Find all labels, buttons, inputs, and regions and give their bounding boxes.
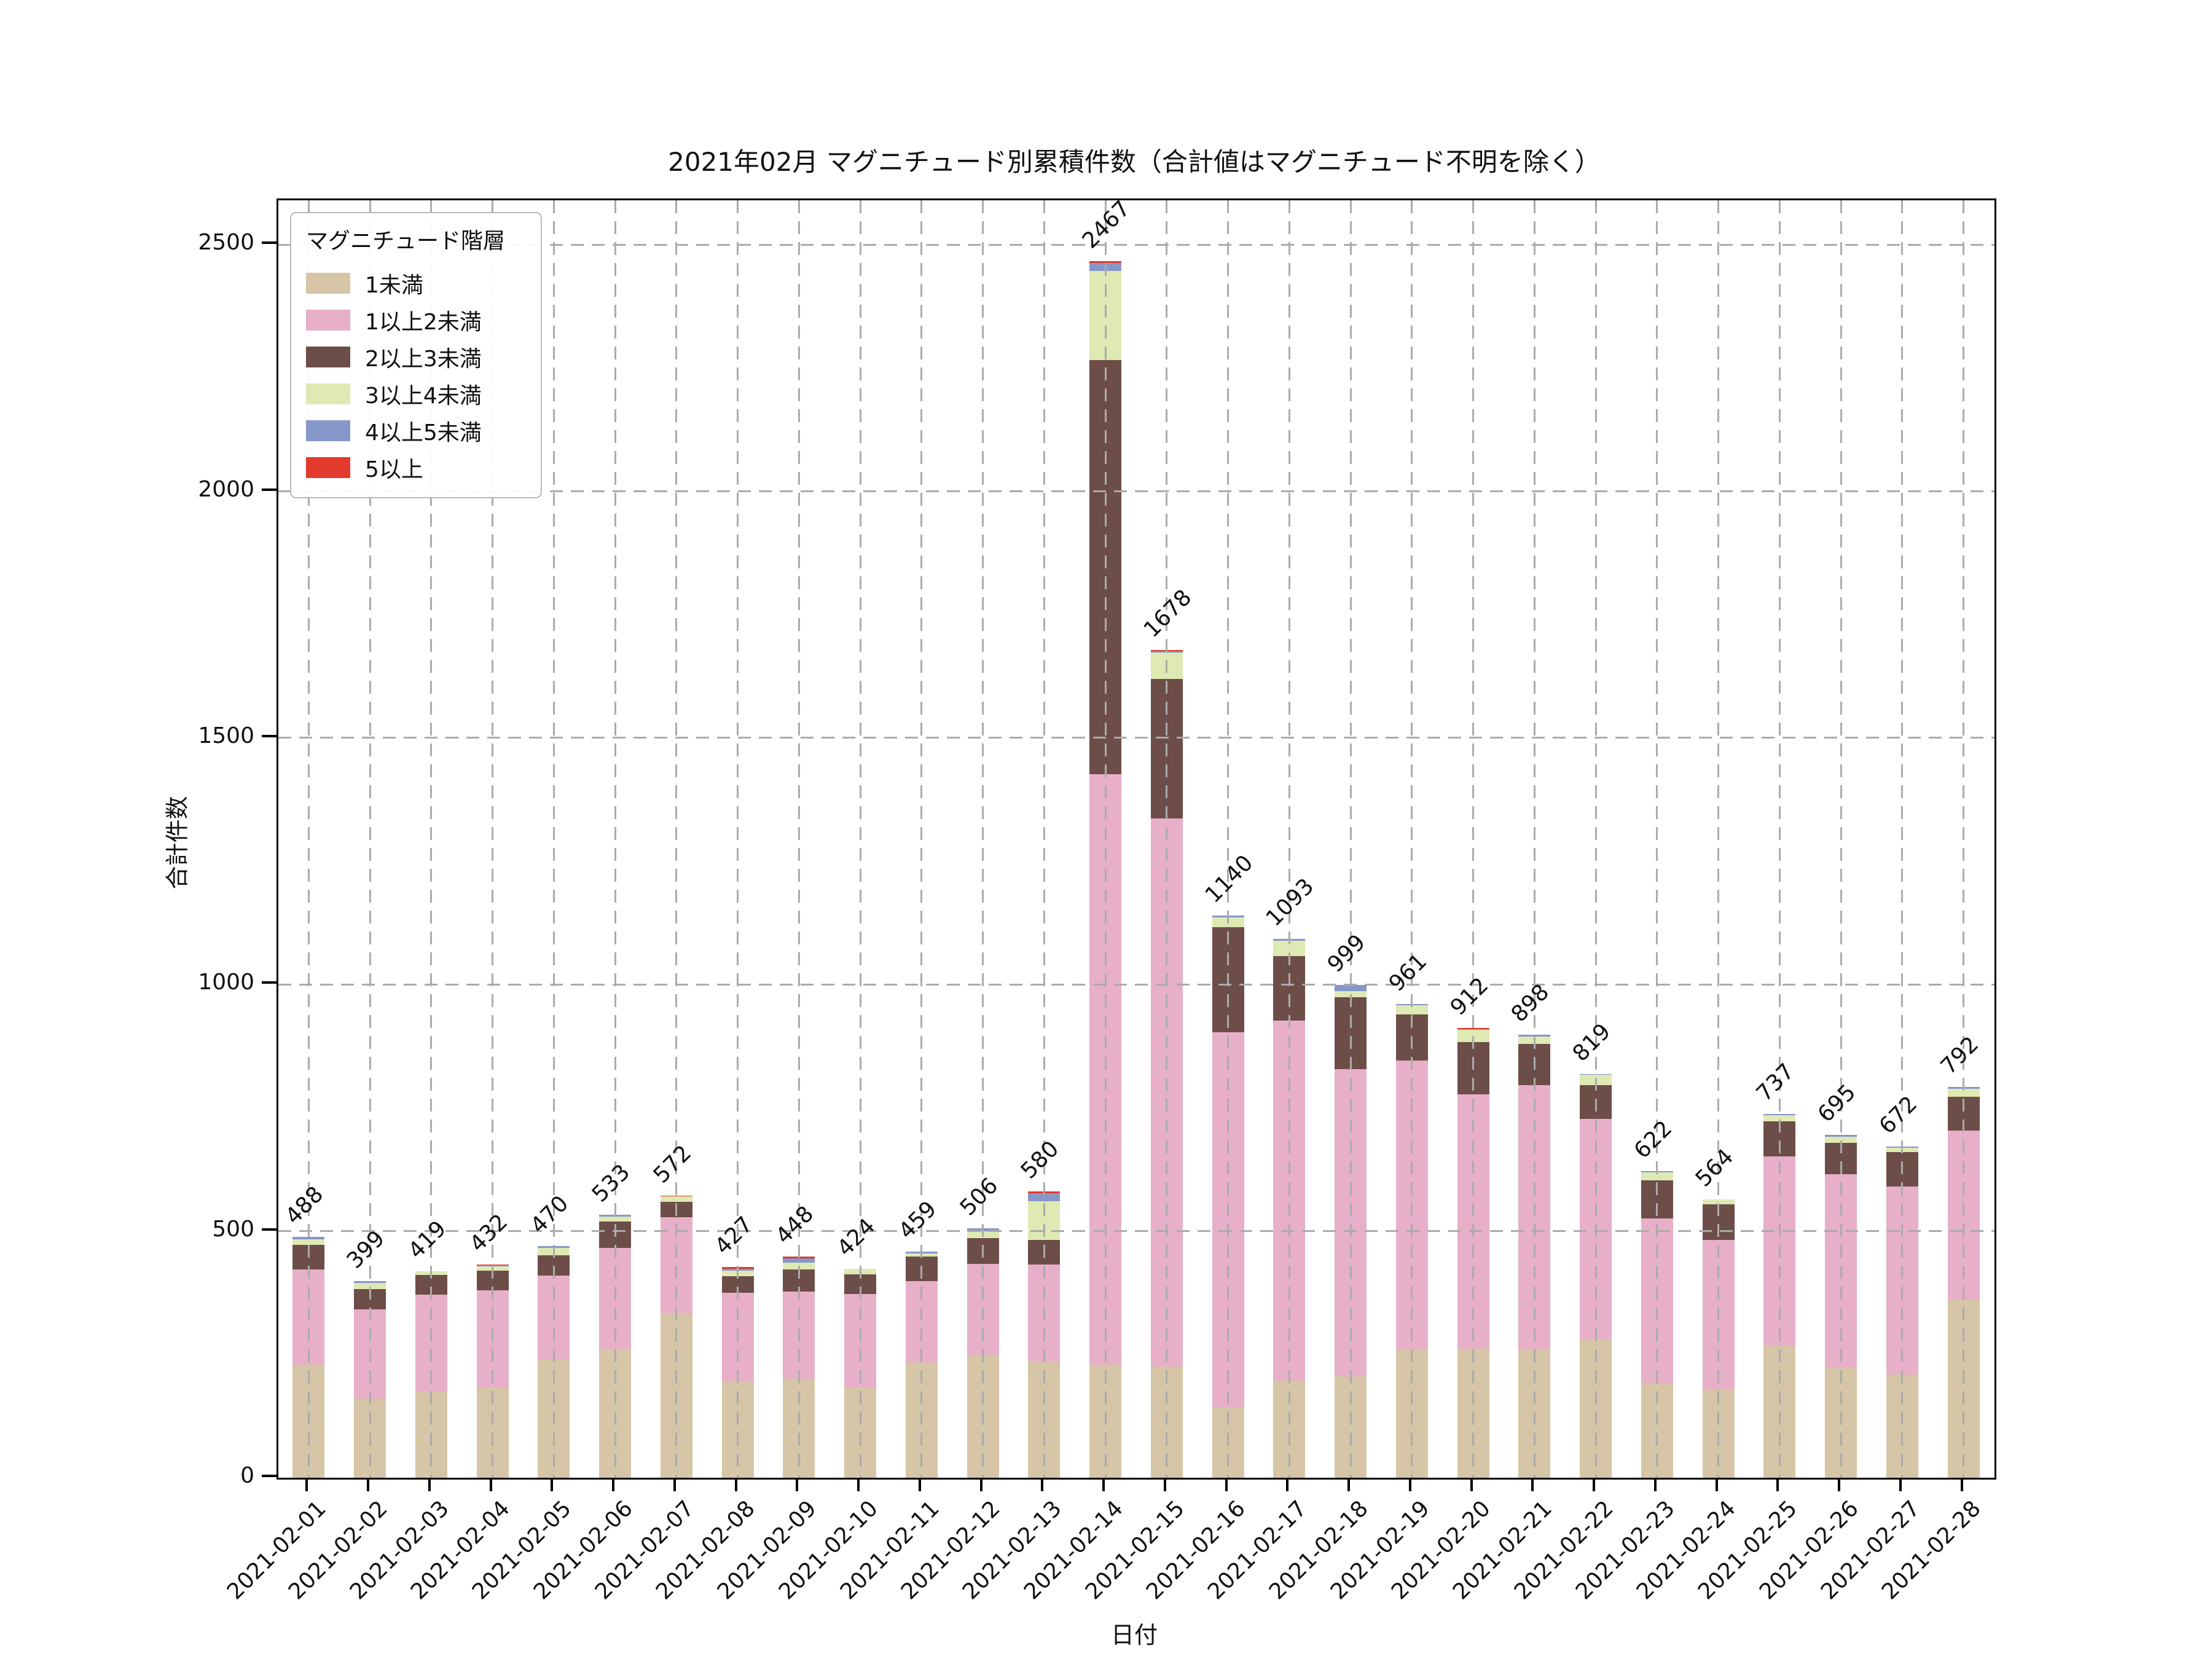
legend-entry: 1以上2未満: [306, 302, 528, 339]
y-tick-label: 0: [240, 1463, 254, 1488]
legend-entry: 4以上5未満: [306, 412, 528, 449]
v-gridline: [1594, 200, 1597, 1478]
h-gridline: [278, 737, 1994, 739]
y-tick-mark: [262, 1475, 276, 1477]
legend-label: 3以上4未満: [365, 383, 482, 409]
x-tick-mark: [918, 1478, 921, 1491]
x-tick-mark: [734, 1478, 737, 1491]
legend-swatch: [306, 347, 350, 367]
v-gridline: [307, 200, 310, 1478]
legend-swatch: [306, 457, 350, 478]
x-tick-mark: [612, 1478, 615, 1491]
legend-swatch: [306, 310, 350, 331]
h-gridline: [278, 1230, 1994, 1233]
legend-label: 1以上2未満: [365, 310, 482, 335]
legend-entry: 5以上: [306, 449, 528, 486]
x-tick-mark: [1838, 1478, 1841, 1491]
v-gridline: [982, 200, 984, 1478]
v-gridline: [1411, 200, 1413, 1478]
x-tick-mark: [673, 1478, 676, 1491]
legend-rows: 1未満 1以上2未満 2以上3未満 3以上4未満 4以上5未満 5以上: [306, 265, 528, 486]
h-gridline: [278, 983, 1994, 986]
v-gridline: [1717, 200, 1720, 1478]
v-gridline: [920, 200, 923, 1478]
y-tick-mark: [262, 241, 276, 245]
x-tick-mark: [551, 1478, 554, 1491]
x-tick-mark: [1960, 1478, 1963, 1491]
y-tick-label: 500: [212, 1216, 254, 1242]
x-tick-mark: [1776, 1478, 1779, 1491]
v-gridline: [1472, 200, 1475, 1478]
y-tick-mark: [262, 734, 276, 737]
x-tick-mark: [1408, 1478, 1411, 1491]
x-tick-mark: [796, 1478, 799, 1491]
y-axis-title: 合計件数: [163, 796, 191, 890]
x-tick-mark: [979, 1478, 982, 1491]
y-tick-label: 2000: [198, 476, 254, 502]
y-tick-mark: [262, 1228, 276, 1231]
v-gridline: [614, 200, 616, 1478]
legend-label: 1未満: [365, 273, 423, 298]
h-gridline: [278, 243, 1994, 246]
h-gridline: [278, 490, 1994, 493]
v-gridline: [675, 200, 678, 1478]
v-gridline: [1840, 200, 1842, 1478]
v-gridline: [1349, 200, 1352, 1478]
legend-swatch: [306, 383, 350, 404]
y-tick-label: 2500: [198, 230, 254, 256]
legend-title: マグニチュード階層: [306, 229, 506, 254]
x-tick-mark: [857, 1478, 860, 1491]
x-tick-mark: [1715, 1478, 1718, 1491]
v-gridline: [1227, 200, 1230, 1478]
v-gridline: [1533, 200, 1535, 1478]
v-gridline: [737, 200, 739, 1478]
x-tick-mark: [1347, 1478, 1351, 1491]
x-tick-mark: [1225, 1478, 1228, 1491]
x-tick-mark: [1531, 1478, 1534, 1491]
legend-label: 2以上3未満: [365, 347, 482, 372]
x-tick-mark: [1163, 1478, 1166, 1491]
legend-label: 5以上: [365, 457, 423, 482]
v-gridline: [859, 200, 861, 1478]
y-tick-label: 1500: [198, 723, 254, 748]
x-tick-mark: [1470, 1478, 1473, 1491]
x-axis-title: 日付: [1110, 1622, 1158, 1649]
y-tick-mark: [262, 488, 276, 491]
x-tick-mark: [1653, 1478, 1657, 1491]
x-tick-mark: [1593, 1478, 1596, 1491]
x-tick-mark: [1286, 1478, 1289, 1491]
v-gridline: [798, 200, 800, 1478]
y-tick-mark: [262, 981, 276, 984]
x-tick-mark: [1041, 1478, 1044, 1491]
v-gridline: [1901, 200, 1904, 1478]
v-gridline: [492, 200, 494, 1478]
x-tick-mark: [489, 1478, 492, 1491]
v-gridline: [1166, 200, 1168, 1478]
x-tick-mark: [305, 1478, 308, 1491]
v-gridline: [1963, 200, 1965, 1478]
legend-swatch: [306, 420, 350, 441]
v-gridline: [1043, 200, 1045, 1478]
plot-area: [276, 198, 1996, 1480]
x-tick-mark: [1102, 1478, 1105, 1491]
legend-label: 4以上5未満: [365, 420, 482, 445]
v-gridline: [430, 200, 433, 1478]
legend-swatch: [306, 273, 350, 294]
y-tick-label: 1000: [198, 970, 254, 995]
v-gridline: [369, 200, 371, 1478]
v-gridline: [552, 200, 555, 1478]
v-gridline: [1288, 200, 1290, 1478]
v-gridline: [1778, 200, 1781, 1478]
chart-title: 2021年02月 マグニチュード別累積件数（合計値はマグニチュード不明を除く）: [668, 147, 1601, 177]
legend-entry: 3以上4未満: [306, 375, 528, 412]
legend: マグニチュード階層 1未満 1以上2未満 2以上3未満 3以上4未満 4以上5未満 5以上: [290, 212, 542, 498]
v-gridline: [1656, 200, 1658, 1478]
x-tick-mark: [428, 1478, 431, 1491]
x-tick-mark: [1899, 1478, 1902, 1491]
x-tick-mark: [367, 1478, 370, 1491]
v-gridline: [1104, 200, 1107, 1478]
legend-entry: 2以上3未満: [306, 339, 528, 375]
legend-entry: 1未満: [306, 265, 528, 302]
